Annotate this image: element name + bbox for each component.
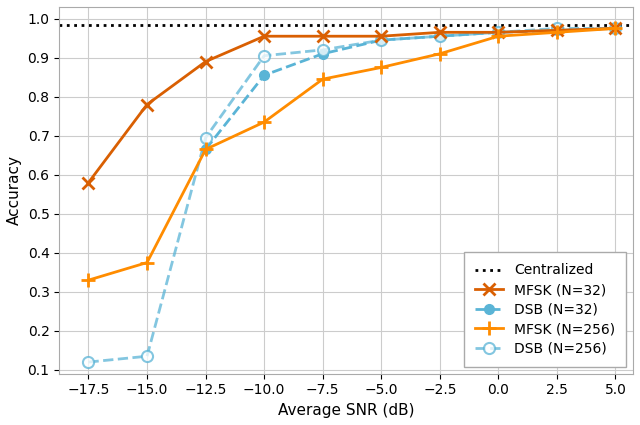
- MFSK (N=32): [319, 34, 326, 39]
- DSB (N=32): [202, 147, 209, 152]
- MFSK (N=256): [260, 119, 268, 125]
- MFSK (N=32): [612, 26, 620, 31]
- DSB (N=32): [260, 73, 268, 78]
- DSB (N=256): [260, 53, 268, 58]
- MFSK (N=32): [143, 102, 151, 107]
- MFSK (N=32): [495, 30, 502, 35]
- DSB (N=256): [495, 30, 502, 35]
- MFSK (N=256): [202, 147, 209, 152]
- MFSK (N=256): [436, 51, 444, 57]
- DSB (N=32): [553, 28, 561, 33]
- MFSK (N=32): [436, 30, 444, 35]
- DSB (N=256): [378, 37, 385, 42]
- DSB (N=32): [378, 37, 385, 42]
- Y-axis label: Accuracy: Accuracy: [7, 156, 22, 225]
- DSB (N=256): [202, 135, 209, 140]
- MFSK (N=256): [378, 65, 385, 70]
- MFSK (N=32): [84, 180, 92, 185]
- Line: MFSK (N=256): MFSK (N=256): [81, 22, 623, 287]
- Line: MFSK (N=32): MFSK (N=32): [83, 22, 621, 189]
- MFSK (N=32): [378, 34, 385, 39]
- DSB (N=256): [612, 26, 620, 31]
- MFSK (N=256): [553, 30, 561, 35]
- MFSK (N=32): [553, 28, 561, 33]
- MFSK (N=32): [202, 59, 209, 64]
- Line: DSB (N=32): DSB (N=32): [201, 23, 620, 154]
- MFSK (N=256): [143, 260, 151, 265]
- DSB (N=256): [436, 34, 444, 39]
- DSB (N=256): [319, 47, 326, 52]
- DSB (N=32): [436, 34, 444, 39]
- MFSK (N=256): [84, 278, 92, 283]
- Line: DSB (N=256): DSB (N=256): [83, 23, 621, 368]
- DSB (N=256): [84, 360, 92, 365]
- Centralized: [495, 23, 502, 28]
- MFSK (N=32): [260, 34, 268, 39]
- DSB (N=32): [495, 30, 502, 35]
- DSB (N=32): [612, 26, 620, 31]
- Centralized: [518, 23, 525, 28]
- MFSK (N=256): [319, 76, 326, 82]
- DSB (N=256): [553, 26, 561, 31]
- DSB (N=256): [143, 354, 151, 359]
- MFSK (N=256): [612, 26, 620, 31]
- DSB (N=32): [319, 51, 326, 57]
- X-axis label: Average SNR (dB): Average SNR (dB): [278, 403, 414, 418]
- Legend: Centralized, MFSK (N=32), DSB (N=32), MFSK (N=256), DSB (N=256): Centralized, MFSK (N=32), DSB (N=32), MF…: [464, 252, 626, 367]
- MFSK (N=256): [495, 34, 502, 39]
